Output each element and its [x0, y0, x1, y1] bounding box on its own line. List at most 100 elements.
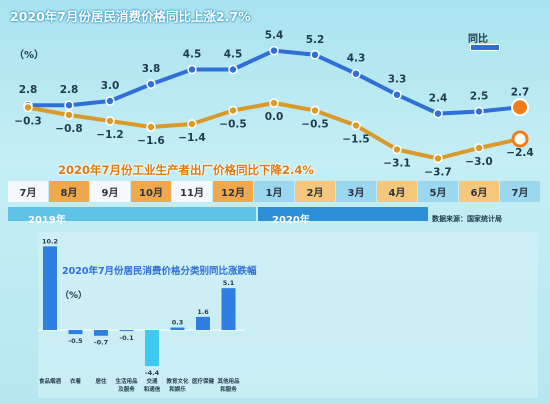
ppi-point [392, 144, 402, 155]
ppi-value-label: −1.2 [96, 129, 123, 141]
category-bar [119, 330, 134, 331]
cpi-value-label: 5.2 [306, 34, 325, 46]
cpi-point [310, 50, 320, 60]
cpi-point [64, 100, 74, 110]
bar-category-label: 和服务 [220, 385, 237, 393]
ppi-point [269, 98, 279, 108]
ppi-value-label: −0.5 [301, 119, 328, 131]
category-bar [68, 330, 83, 335]
bar-chart-title: 2020年7月份居民消费价格分类别同比涨跌幅 [62, 266, 257, 277]
ppi-point [310, 105, 320, 116]
bar-value-label: -4.4 [145, 369, 160, 377]
ppi-point [351, 120, 361, 131]
cpi-value-label: 2.4 [429, 93, 448, 105]
cpi-value-label: 2.8 [60, 84, 79, 96]
year-label-2019: 2019年 [28, 215, 66, 226]
bar-value-label: -0.7 [94, 339, 108, 347]
category-bar [145, 330, 159, 367]
legend-label: 同比 [468, 34, 488, 45]
month-label: 10月 [131, 181, 171, 202]
ppi-chart-title: 2020年7月份工业生产者出厂价格同比下降2.4% [58, 163, 314, 177]
ppi-value-label: −0.3 [14, 116, 41, 128]
ppi-point [433, 153, 443, 164]
bar-category-label: 其他用品 [217, 377, 240, 385]
month-label: 8月 [49, 181, 89, 202]
year-band-2020 [258, 207, 428, 221]
cpi-point [351, 68, 361, 79]
bar-category-label: 居住 [95, 377, 107, 385]
month-label: 1月 [254, 181, 294, 202]
bar-category-label: 和通信 [144, 385, 161, 393]
month-label: 6月 [459, 181, 499, 202]
cpi-point [146, 79, 156, 89]
cpi-point [269, 45, 279, 56]
ppi-point-latest [511, 130, 529, 148]
bar-value-label: 0.3 [172, 319, 184, 327]
cpi-point [187, 64, 197, 75]
year-label-2020: 2020年 [272, 215, 310, 226]
cpi-value-label: 4.5 [224, 49, 243, 61]
ppi-point [187, 119, 197, 129]
cpi-point [474, 106, 484, 117]
legend-swatch [470, 44, 500, 51]
bar-category-label: 及服务 [118, 385, 135, 393]
bar-value-label: 1.6 [197, 308, 209, 316]
cpi-value-label: 5.4 [265, 30, 284, 42]
cpi-point [228, 64, 238, 75]
cpi-value-label: 3.0 [101, 80, 120, 92]
ppi-point [146, 122, 156, 132]
month-label: 12月 [213, 181, 253, 202]
bar-category-label: 教育文化 [165, 377, 189, 385]
cpi-value-label: 2.5 [470, 91, 489, 103]
ppi-point [105, 116, 115, 126]
ppi-value-label: −2.4 [506, 147, 533, 159]
ppi-point [64, 110, 74, 120]
ppi-value-label: −1.5 [342, 134, 369, 146]
ppi-value-label: 0.0 [265, 111, 284, 123]
cpi-value-label: 3.8 [142, 63, 161, 75]
month-label: 4月 [377, 181, 417, 202]
bar-chart-unit: （%） [60, 291, 88, 301]
cpi-value-label: 3.3 [388, 74, 407, 86]
month-label: 9月 [90, 181, 130, 202]
ppi-value-label: −0.8 [55, 123, 82, 135]
ppi-point [23, 102, 33, 113]
cpi-chart-title: 2020年7月份居民消费价格同比上涨2.7% [10, 9, 251, 24]
month-label: 2月 [295, 181, 335, 202]
category-bar [170, 327, 185, 330]
month-axis: 7月 8月 9月 10月 11月 12月 1月 2月 3月 4月 5月 6月 7月 [8, 181, 540, 203]
month-label: 7月 [8, 181, 48, 202]
month-label: 5月 [418, 181, 458, 202]
ppi-point [228, 105, 238, 116]
bar-category-label: 食品烟酒 [38, 377, 62, 385]
cpi-value-label: 4.5 [183, 49, 202, 61]
bar-value-label: -0.1 [119, 334, 134, 342]
category-bar [43, 246, 57, 330]
ppi-value-label: −3.1 [383, 158, 410, 170]
month-label: 7月 [500, 181, 540, 202]
cpi-value-label: 2.7 [511, 86, 530, 98]
cpi-point [105, 96, 115, 106]
bar-category-label: 衣着 [70, 377, 82, 385]
ppi-value-label: −3.7 [424, 167, 451, 179]
ppi-point [474, 143, 484, 153]
top-unit-label: （%） [14, 50, 45, 61]
cpi-value-label: 4.3 [347, 53, 366, 65]
cpi-point [433, 108, 443, 119]
cpi-value-label: 2.8 [19, 84, 38, 96]
month-label: 11月 [172, 181, 212, 202]
year-band-2019 [8, 207, 256, 221]
cpi-line-chart: 2.8 2.8 3.0 3.8 4.5 4.5 5.4 5.2 4.3 3.3 2.4 2.5 2.7 [19, 30, 530, 119]
category-bar [221, 288, 236, 330]
bar-value-label: 5.1 [223, 279, 235, 287]
category-bar [196, 316, 210, 330]
chart-background-panel [38, 232, 538, 398]
bar-category-label: 生活用品 [115, 377, 138, 385]
ppi-line-chart: −0.3 −0.8 −1.2 −1.6 −1.4 −0.5 0.0 −0.5 −1.5 −3.1 −… [14, 98, 534, 179]
month-label: 3月 [336, 181, 376, 202]
cpi-point-latest [511, 98, 529, 117]
data-source: 数据来源：国家统计局 [432, 215, 502, 223]
ppi-value-label: −1.4 [178, 132, 205, 144]
